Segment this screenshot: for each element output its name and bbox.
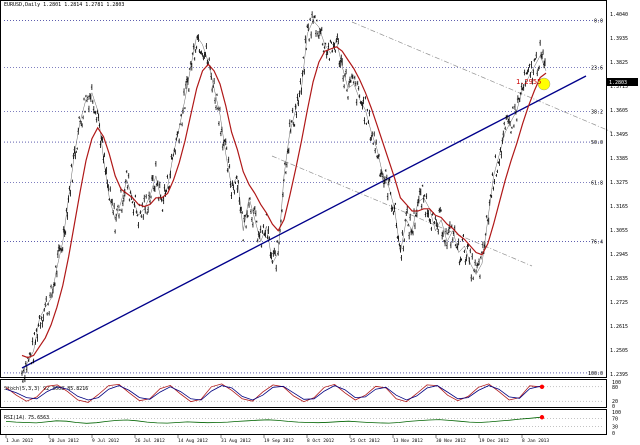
date-axis-label: 19 Dec 2012: [479, 438, 509, 444]
chart-header: EURUSD,Daily 1.2801 1.2814 1.2781 1.2803: [4, 2, 125, 8]
price-axis-label: 1.3605: [610, 108, 628, 114]
stoch-axis-label: 80: [612, 385, 618, 391]
rsi-marker-dot: [539, 415, 545, 420]
fib-label: 38.2: [591, 109, 603, 115]
annotation-price-label: 1.2955: [516, 78, 541, 86]
date-axis-label: 30 Nov 2012: [436, 438, 466, 444]
date-axis-label: 20 Jun 2012: [49, 438, 79, 444]
current-price-tag: [607, 78, 638, 86]
price-axis-label: 1.3275: [610, 180, 628, 186]
stoch-axis-label: 100: [612, 380, 621, 386]
price-axis-label: 1.3825: [610, 60, 628, 66]
price-axis-label: 1.3055: [610, 228, 628, 234]
date-axis-label: 25 Oct 2012: [350, 438, 380, 444]
moving-average-line: [21, 46, 547, 359]
current-price-label: 1.2803: [609, 80, 627, 86]
stoch-axis-label: 0: [612, 404, 615, 410]
fib-label: 50.0: [591, 140, 603, 146]
price-axis-label: 1.2725: [610, 300, 628, 306]
price-axis-label: 1.3715: [610, 84, 628, 90]
date-axis-label: 9 Jul 2012: [92, 438, 119, 444]
fib-label: 76.4: [591, 240, 603, 246]
annotation-circle: [537, 77, 551, 91]
fib-label: 0.0: [594, 19, 603, 25]
stochastic-panel[interactable]: [0, 379, 607, 408]
date-axis-label: 13 Nov 2012: [393, 438, 423, 444]
fib-label: 23.6: [591, 66, 603, 72]
date-axis-label: 31 Aug 2012: [221, 438, 251, 444]
rsi-axis-label: 100: [612, 410, 621, 416]
blue-trendline: [21, 75, 587, 369]
fib-label: 61.8: [591, 181, 603, 187]
price-axis-label: 1.3935: [610, 36, 628, 42]
price-axis-label: 1.3385: [610, 156, 628, 162]
rsi-panel[interactable]: [0, 409, 607, 435]
date-axis-label: 26 Jul 2012: [135, 438, 165, 444]
date-axis-label: 14 Aug 2012: [178, 438, 208, 444]
price-axis-label: 1.4040: [610, 12, 628, 18]
price-axis-label: 1.2505: [610, 348, 628, 354]
price-panel[interactable]: [0, 0, 607, 378]
price-line: [21, 20, 547, 374]
price-axis-label: 1.2395: [610, 372, 628, 378]
rsi-line: [5, 416, 541, 424]
rsi-axis-label: 30: [612, 425, 618, 431]
price-axis-label: 1.3495: [610, 132, 628, 138]
stoch-signal-line: [5, 385, 541, 401]
price-axis-label: 1.2945: [610, 252, 628, 258]
date-axis-label: 8 Oct 2012: [307, 438, 334, 444]
stoch-main-line: [5, 383, 541, 403]
channel-lower-line: [271, 155, 533, 267]
date-axis-label: 8 Jan 2013: [522, 438, 549, 444]
price-axis-label: 1.2615: [610, 324, 628, 330]
rsi-axis-label: 70: [612, 416, 618, 422]
channel-upper-line: [351, 21, 613, 133]
rsi-axis-label: 0: [612, 431, 615, 437]
rsi-header: RSI(14) 75.6563: [4, 415, 49, 421]
date-axis-label: 1 Jun 2012: [6, 438, 33, 444]
fib-label: 100.0: [588, 371, 603, 377]
price-axis-label: 1.2835: [610, 276, 628, 282]
stoch-marker-dot: [539, 384, 545, 389]
stoch-axis-label: 20: [612, 399, 618, 405]
price-axis-label: 1.3165: [610, 204, 628, 210]
stoch-header: Stoch(5,3,3) 92.3008 85.8216: [4, 386, 88, 392]
date-axis-label: 19 Sep 2012: [264, 438, 294, 444]
